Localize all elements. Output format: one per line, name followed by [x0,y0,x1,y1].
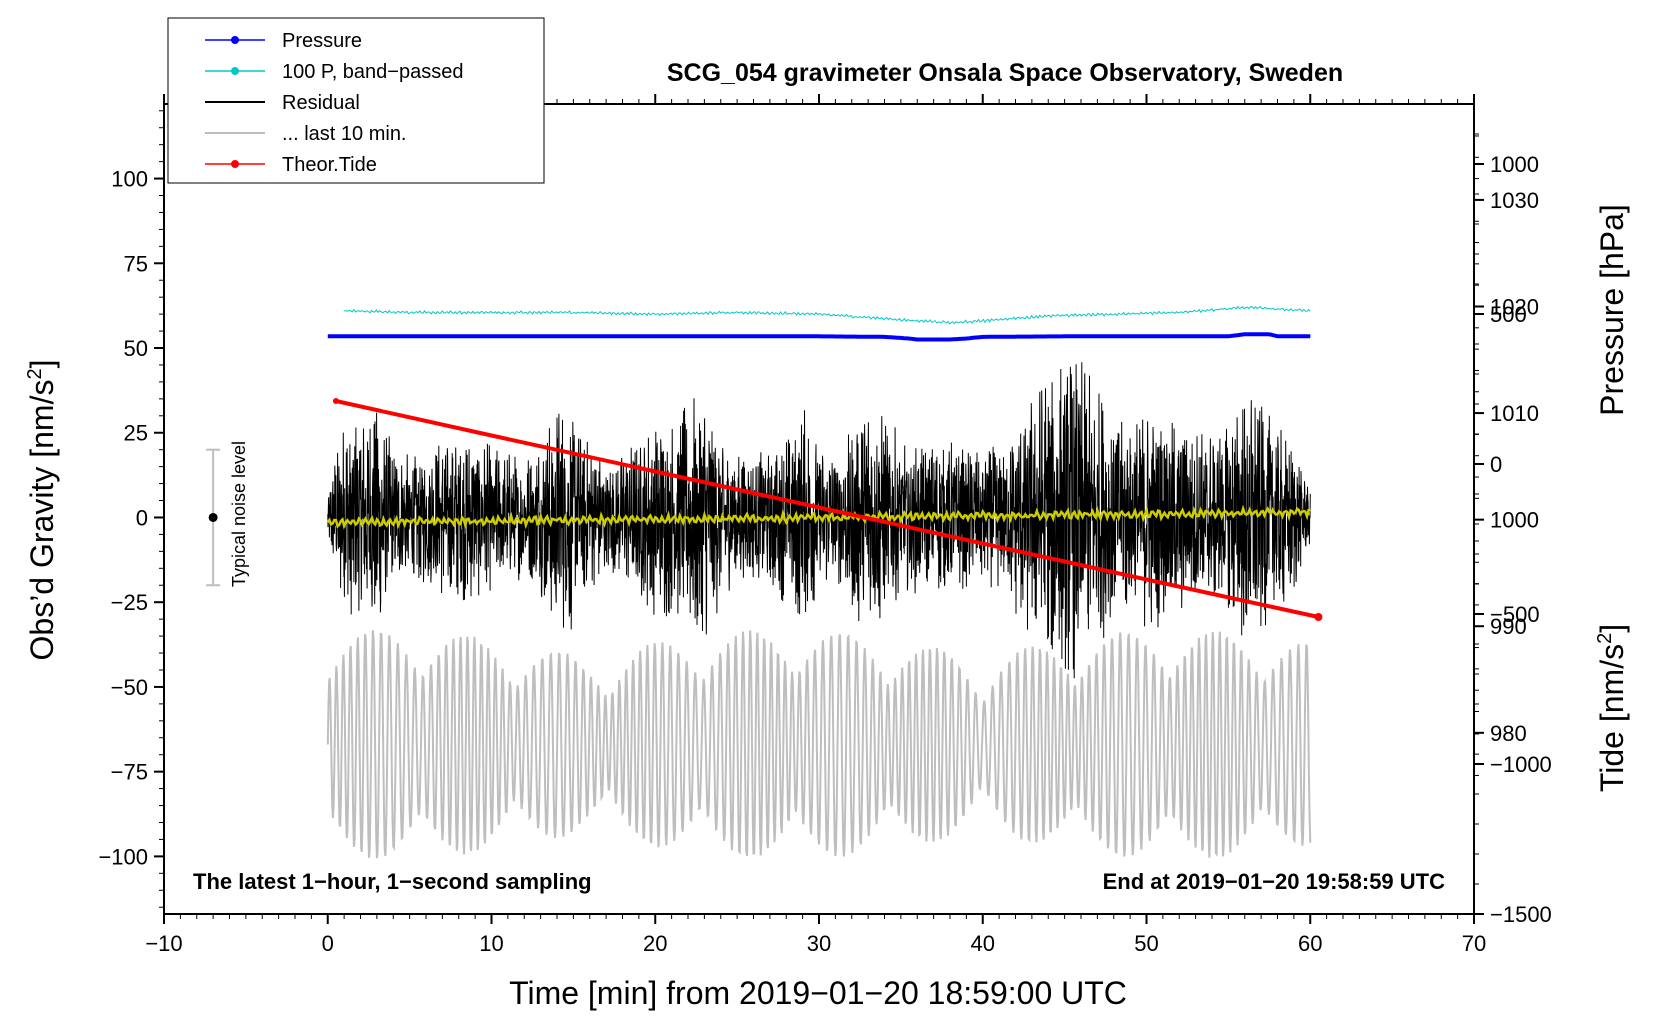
y-tide-tick-label: 500 [1490,302,1527,327]
noise-bar-center-point [208,512,218,522]
legend-label: Pressure [282,30,362,52]
series-residual-smoothed-layer [326,504,1311,530]
y-left-axis-title-sup: 2 [24,368,46,379]
y-pressure-tick-label: 1000 [1490,508,1539,533]
annotation-end-time: End at 2019−01−20 19:58:59 UTC [1103,869,1446,894]
legend-label: Theor.Tide [282,154,377,176]
y-tide-axis-ticks: 1000 500 0 −500 −1000 −1500 [1474,133,1552,927]
typical-noise-bar [206,448,221,587]
series-residual-smoothed-line [326,504,1311,530]
series-tide-line [335,399,1319,619]
x-tick-label: −10 [145,931,182,956]
y-pressure-axis-ticks: 1030 1020 1010 1000 990 980 [1474,135,1539,776]
legend-label: 100 P, band−passed [282,61,463,83]
annotation-sampling: The latest 1−hour, 1−second sampling [193,869,592,894]
y-tide-tick-label: −1500 [1490,902,1552,927]
y-tide-tick-label: −1000 [1490,752,1552,777]
x-tick-label: 70 [1462,931,1486,956]
legend-swatch-marker [231,160,239,168]
y-right-pressure-title: Pressure [hPa] [1594,204,1630,416]
y-left-axis-ticks: 100 75 50 25 0 −25 −50 −75 −100 [98,110,164,908]
series-pressure-line [327,332,1311,342]
legend-swatch-marker [231,67,239,75]
y-right-tide-title-close: ] [1594,624,1630,633]
y-right-tide-title: Tide [nm/s2] [1594,624,1630,792]
legend-swatch-marker [231,36,239,44]
x-axis-title: Time [min] from 2019−01−20 18:59:00 UTC [509,975,1127,1011]
series-tide-end-point [1314,613,1323,621]
x-tick-label: 0 [322,931,334,956]
y-left-tick-label: −75 [111,760,148,785]
y-right-tide-title-main: Tide [nm/s [1594,644,1630,792]
y-left-tick-label: 100 [111,167,148,192]
y-tide-tick-label: 1000 [1490,152,1539,177]
series-last-10-min-line [326,630,1312,859]
y-left-tick-label: 0 [136,505,148,530]
series-residual-layer [327,362,1311,679]
x-tick-label: 50 [1134,931,1158,956]
x-tick-label: 20 [643,931,667,956]
y-tide-tick-label: 0 [1490,452,1502,477]
y-left-tick-label: −100 [98,844,148,869]
series-pressure-layer [327,332,1311,342]
noise-label: Typical noise level [229,441,249,587]
series-tide-layer [332,398,1323,621]
y-tide-tick-label: −500 [1490,602,1540,627]
y-pressure-tick-label: 1020 [1490,295,1539,320]
y-pressure-tick-label: 1010 [1490,401,1539,426]
series-band-passed-line [343,305,1311,325]
x-axis-ticks: −10 0 10 20 30 40 50 60 70 [145,94,1486,956]
series-tide-start-point [332,398,339,404]
x-tick-label: 60 [1298,931,1322,956]
y-left-axis-title-main: Obs’d Gravity [nm/s [24,380,60,661]
y-left-axis-title-close: ] [24,360,60,369]
x-tick-label: 40 [971,931,995,956]
legend-box [167,17,545,184]
y-left-axis-title: Obs’d Gravity [nm/s2] [24,360,60,661]
y-left-tick-label: −25 [111,590,148,615]
x-tick-label: 30 [807,931,831,956]
y-right-tide-title-sup: 2 [1594,633,1616,644]
legend-label: ... last 10 min. [282,123,407,145]
y-left-tick-label: 75 [124,251,148,276]
y-pressure-tick-label: 1030 [1490,188,1539,213]
y-pressure-tick-label: 980 [1490,721,1527,746]
y-pressure-tick-label: 990 [1490,614,1527,639]
series-band-passed-layer [343,305,1311,325]
y-left-tick-label: 25 [124,421,148,446]
chart-title: SCG_054 gravimeter Onsala Space Observat… [667,59,1343,87]
series-last-10-min-layer [326,630,1312,859]
legend-label: Residual [282,92,360,114]
legend: Pressure 100 P, band−passed Residual ... la… [167,17,545,184]
y-left-tick-label: −50 [111,675,148,700]
y-left-tick-label: 50 [124,336,148,361]
x-tick-label: 10 [479,931,503,956]
series-residual-line [327,362,1311,679]
